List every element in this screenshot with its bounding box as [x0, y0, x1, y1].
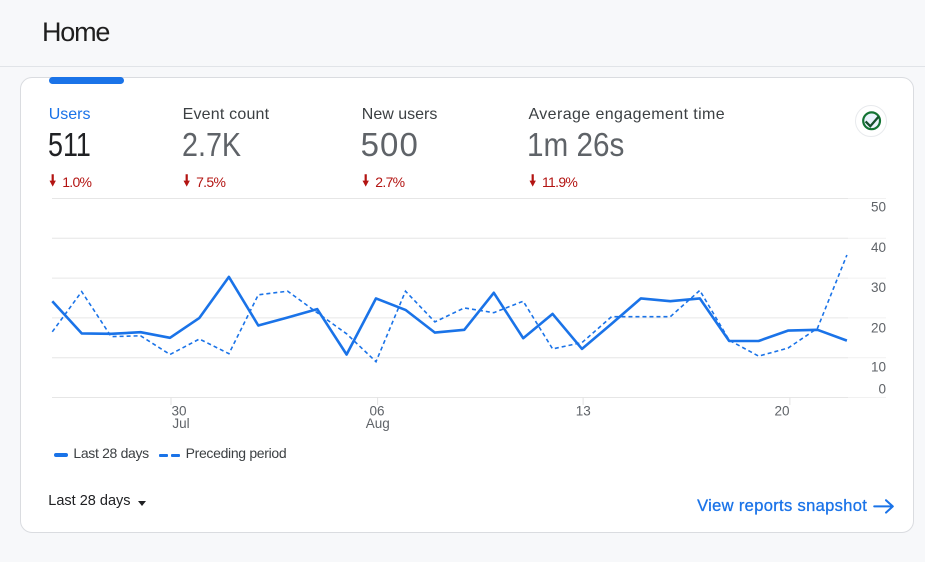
svg-text:Aug: Aug — [366, 416, 390, 431]
svg-text:30: 30 — [871, 280, 886, 295]
svg-text:10: 10 — [871, 360, 886, 375]
svg-text:13: 13 — [576, 404, 591, 419]
svg-text:20: 20 — [871, 321, 886, 336]
svg-text:Jul: Jul — [172, 416, 189, 431]
svg-text:20: 20 — [774, 404, 789, 419]
svg-text:0: 0 — [878, 382, 886, 397]
svg-text:40: 40 — [871, 240, 886, 255]
svg-text:06: 06 — [369, 404, 384, 419]
svg-text:30: 30 — [171, 404, 186, 419]
svg-text:50: 50 — [871, 200, 886, 215]
